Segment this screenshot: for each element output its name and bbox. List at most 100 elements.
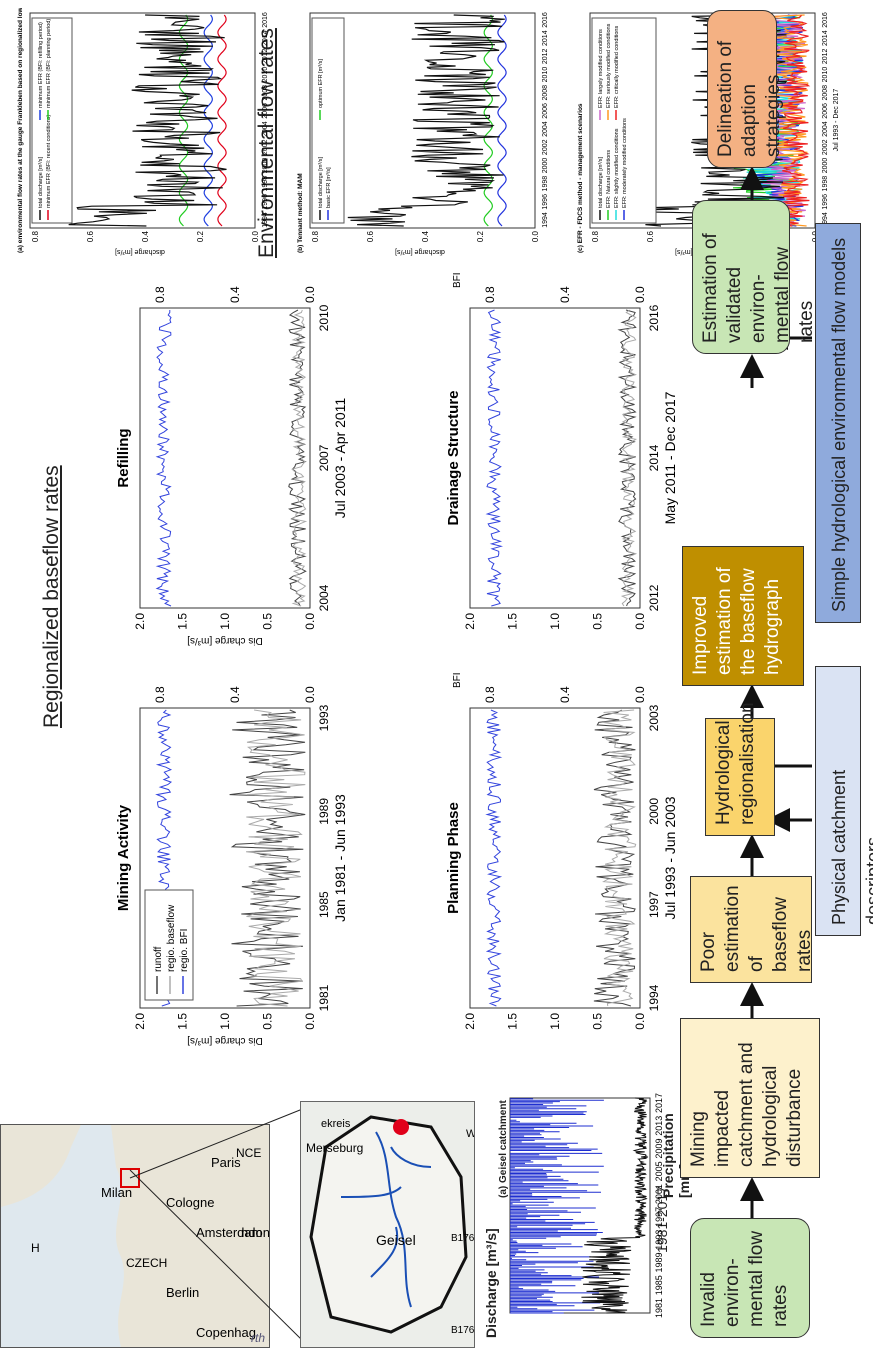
efr-ytick: 0.6 (86, 230, 95, 242)
phase-plot-2: Refilling Jul 2003 - Apr 2011 2004 2007 2010… (115, 286, 348, 646)
flow-box-validated: Estimation of validated environ- mental … (692, 200, 817, 354)
flow-box-adaption: Delineation of adaption strategies (707, 10, 784, 168)
catchment-map-svg: Merseburg Geisel B176 B176 ekreis Weißen… (301, 1102, 475, 1347)
baseflow-series (602, 709, 637, 1007)
catchment-boundary (309, 1115, 468, 1334)
phase-title: Drainage Structure (445, 390, 462, 525)
efr-xtick: 1996 (262, 194, 269, 210)
efr-legend-item: EFR: critically modified conditions (614, 26, 620, 108)
map-label-czech: CZECH (126, 1256, 167, 1270)
phase-chart-3: Drainage Structure May 2011 - Dec 2017 201… (420, 268, 680, 648)
phase-ytick: 1.0 (548, 613, 562, 630)
phase-xtick: 2004 (317, 584, 331, 611)
efr-legend-item: total discharge [m³/s] (38, 156, 44, 208)
efr-xtick: 2004 (262, 121, 269, 137)
phase-xtick: 2016 (647, 304, 661, 331)
simple-models-bar: Simple hydrological environmental flow m… (815, 223, 861, 623)
map-label-h: H (31, 1241, 40, 1255)
geisel-xtick: 2017 (654, 1093, 664, 1113)
efr-ytick: 0.8 (591, 230, 600, 242)
efr-xtick: 2016 (262, 12, 269, 28)
map-label-cologne: Cologne (166, 1195, 214, 1210)
efr-chart-0: (a) environmental flow rates at the gaug… (10, 8, 280, 258)
phase-period: Jul 2003 - Apr 2011 (332, 398, 348, 519)
phase-ytick: 0.5 (261, 613, 275, 630)
efr-xtick: 2016 (542, 12, 549, 28)
phase-xtick: 2007 (317, 444, 331, 471)
phase-xtick: 1985 (317, 891, 331, 918)
efr-legend-item: EFR: slightly modified conditions (614, 128, 620, 208)
efr-frame (29, 12, 256, 229)
efr-xtick: 2006 (262, 103, 269, 119)
phase-bfi-tick: 0.8 (153, 286, 167, 303)
phase-ytick: 1.0 (548, 1013, 562, 1030)
phase-plot-3: Drainage Structure May 2011 - Dec 2017201… (445, 272, 678, 630)
geisel-xtick: 2005 (654, 1161, 664, 1181)
geisel-xtick: 2009 (654, 1139, 664, 1159)
geisel-chart: (a) Geisel catchment 1981-2017 Discharge… (480, 1088, 692, 1348)
efr-xtick: 2002 (542, 139, 549, 155)
phase-bfi-tick: 0.0 (303, 686, 317, 703)
efr-ytick: 0.6 (646, 230, 655, 242)
efr-series (497, 14, 507, 227)
phase-bfi-tick: 0.0 (303, 286, 317, 303)
geisel-xtick: 1997 (654, 1207, 664, 1227)
efr-xtick: 1998 (542, 176, 549, 192)
phase-ytick: 0.0 (303, 1013, 317, 1030)
efr-legend: total discharge [m³/s] basic EFR [m³/s] op… (311, 17, 345, 224)
efr-legend: total discharge [m³/s] EFR: Natural condi… (591, 17, 657, 224)
phase-ytick: 0.5 (591, 1013, 605, 1030)
geisel-series (510, 1097, 649, 1314)
phase-title: Planning Phase (445, 802, 462, 914)
efr-xtick: 2000 (822, 158, 829, 174)
geisel-xtick: 1981 (654, 1298, 664, 1318)
map-label-copenhagen: Copenhag (196, 1325, 256, 1340)
geisel-xtick: 2001 (654, 1184, 664, 1204)
phase-ytick: 1.5 (506, 1013, 520, 1030)
phase-period: May 2011 - Dec 2017 (662, 391, 678, 524)
runoff-series (617, 309, 638, 607)
physical-descriptors-bar: Physical catchment descriptors (815, 666, 873, 936)
phase-legend-item: regio. baseflow (166, 904, 177, 972)
baseflow-series (246, 709, 306, 1007)
efr-frame (309, 12, 536, 229)
phase-ylabel: Dis charge [m³/s] (187, 635, 263, 646)
efr-total-series (68, 14, 227, 227)
efr-xtick: 2000 (542, 158, 549, 174)
phase-xtick: 2000 (647, 798, 661, 825)
efr-xtick: 1994 (262, 212, 269, 228)
efr-xtick: 2006 (542, 103, 549, 119)
study-area-marker (120, 1168, 140, 1188)
efr-legend-item: EFR: largely modified conditions (598, 29, 604, 108)
efr-xtick: 2002 (262, 139, 269, 155)
flow-box-mining: Mining impacted catchment and hydrologic… (680, 1018, 820, 1178)
phase-xtick: 2014 (647, 444, 661, 471)
efr-legend-item: EFR: Natural conditions (606, 150, 612, 208)
map-label-north-sea: rth Sea (251, 1331, 269, 1345)
efr-xtick: 1994 (822, 212, 829, 228)
phase-plot-1: Planning Phase Jul 1993 - Jun 2003 1994 199… (445, 672, 678, 1030)
efr-xtick: 2016 (822, 12, 829, 28)
efr-xtick: 2004 (542, 121, 549, 137)
efr-xtick: 2012 (262, 48, 269, 64)
phase-chart-1: Planning Phase Jul 1993 - Jun 2003 1994 199… (420, 668, 680, 1048)
map-label-b176-b: B176 (451, 1325, 474, 1336)
efr-legend-item: EFR: moderately modified conditions (622, 118, 628, 208)
map-label-merseburg: Merseburg (306, 1141, 363, 1155)
efr-ylabel: discharge [m³/s] (115, 248, 165, 255)
phase-bfi-tick: 0.8 (483, 286, 497, 303)
phase-ytick: 1.5 (176, 1013, 190, 1030)
phase-ytick: 0.0 (633, 1013, 647, 1030)
efr-chart-1: (b) Tennant method: MAM 0.0 0.2 0.4 0.6 0.8 di… (290, 8, 560, 258)
phase-bfi-tick: 0.4 (558, 686, 572, 703)
efr-legend-item: total discharge [m³/s] (318, 156, 324, 208)
efr-ytick: 0.6 (366, 230, 375, 242)
bfi-series (155, 310, 172, 607)
efr-xtick: 2010 (262, 67, 269, 83)
map-label-paris: Paris (211, 1155, 241, 1170)
runoff-series (593, 709, 636, 1007)
bfi-series (485, 309, 504, 607)
efr-title: (b) Tennant method: MAM (297, 173, 304, 253)
map-label-france: NCE (236, 1146, 261, 1160)
